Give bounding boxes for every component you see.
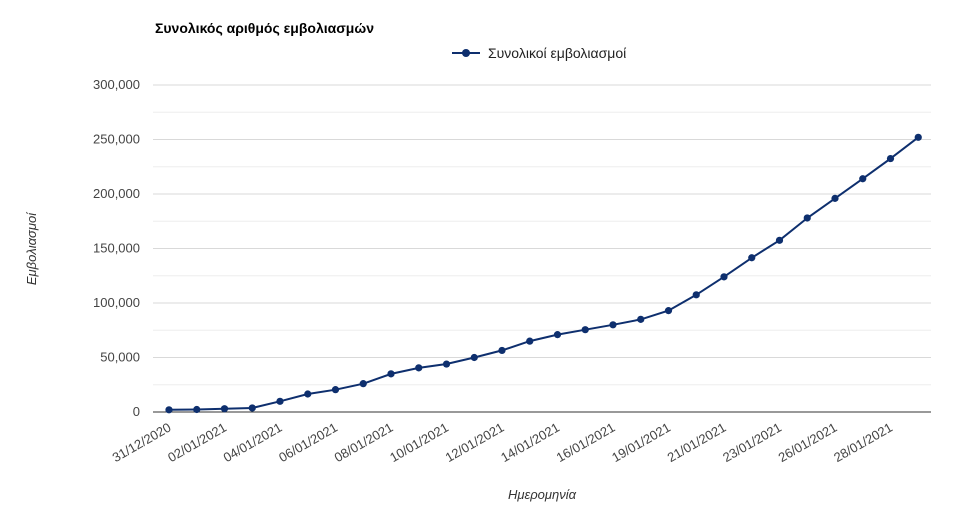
data-point[interactable] [609, 321, 617, 329]
y-tick-label: 0 [133, 404, 140, 419]
data-point[interactable] [859, 175, 867, 183]
data-point[interactable] [886, 154, 895, 163]
y-tick-label: 150,000 [93, 241, 140, 256]
data-point[interactable] [581, 326, 589, 334]
x-tick-label: 14/01/2021 [498, 420, 562, 466]
legend-line-marker-icon [452, 49, 480, 57]
x-axis-label: Ημερομηνία [508, 487, 577, 502]
data-point[interactable] [359, 380, 367, 388]
y-axis-label: Εμβολιασμοί [24, 212, 39, 285]
data-point[interactable] [220, 405, 229, 413]
data-point[interactable] [331, 386, 340, 394]
x-tick-label: 02/01/2021 [165, 420, 229, 466]
x-tick-label: 21/01/2021 [665, 420, 729, 466]
data-point[interactable] [498, 346, 506, 355]
x-tick-label: 04/01/2021 [221, 420, 285, 466]
x-tick-label: 26/01/2021 [776, 420, 840, 466]
data-point[interactable] [914, 133, 922, 141]
data-point[interactable] [775, 236, 784, 244]
y-tick-label: 250,000 [93, 132, 140, 147]
y-tick-label: 300,000 [93, 77, 140, 92]
data-point[interactable] [553, 331, 562, 339]
x-tick-label: 06/01/2021 [276, 420, 340, 466]
y-tick-label: 200,000 [93, 186, 140, 201]
x-tick-label: 12/01/2021 [443, 420, 507, 466]
data-point[interactable] [470, 353, 478, 362]
legend[interactable]: Συνολικοί εμβολιασμοί [452, 45, 626, 61]
legend-label: Συνολικοί εμβολιασμοί [488, 45, 627, 61]
data-point[interactable] [831, 194, 839, 202]
data-point[interactable] [720, 273, 728, 281]
data-point[interactable] [304, 390, 312, 398]
x-tick-label: 31/12/2020 [110, 420, 174, 466]
series-line [168, 136, 919, 411]
data-point[interactable] [248, 404, 256, 412]
y-axis-ticks: 0 50,000 100,000 150,000 200,000 250,000 300,0… [93, 77, 140, 419]
x-tick-label: 10/01/2021 [387, 420, 451, 466]
data-point[interactable] [526, 337, 534, 345]
data-point[interactable] [748, 254, 756, 262]
data-point[interactable] [442, 360, 451, 368]
data-point[interactable] [803, 214, 811, 222]
data-point[interactable] [193, 405, 201, 414]
data-point[interactable] [387, 370, 395, 378]
data-point[interactable] [637, 315, 645, 323]
x-axis-ticks: 31/12/202002/01/202104/01/202106/01/2021… [110, 420, 895, 466]
grid-lines [153, 84, 931, 386]
data-point[interactable] [692, 291, 700, 299]
data-point[interactable] [276, 397, 284, 405]
x-tick-label: 23/01/2021 [720, 420, 784, 466]
data-point[interactable] [415, 364, 423, 372]
x-tick-label: 28/01/2021 [831, 420, 895, 466]
data-point[interactable] [664, 307, 673, 315]
x-tick-label: 08/01/2021 [332, 420, 396, 466]
data-point[interactable] [165, 406, 173, 414]
series-points[interactable] [165, 133, 922, 414]
x-tick-label: 19/01/2021 [609, 420, 673, 466]
x-tick-label: 16/01/2021 [554, 420, 618, 466]
chart-title: Συνολικός αριθμός εμβολιασμών [155, 20, 374, 36]
y-tick-label: 100,000 [93, 295, 140, 310]
y-tick-label: 50,000 [100, 350, 140, 365]
